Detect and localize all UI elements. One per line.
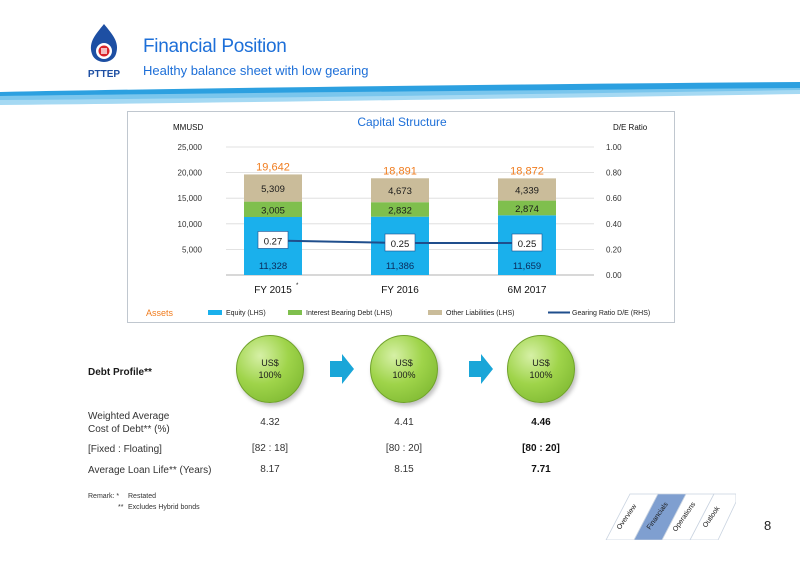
cost-of-debt-value: 4.41 xyxy=(394,417,414,428)
loan-life-value: 7.71 xyxy=(531,464,551,475)
legend-label: Other Liabilities (LHS) xyxy=(446,310,514,317)
bar-value-label: 11,386 xyxy=(386,261,414,272)
bar-segment xyxy=(244,174,302,202)
bar-total-label: 18,891 xyxy=(383,165,417,177)
legend-swatch xyxy=(208,310,222,315)
chart-canvas: MMUSD D/E Ratio 25,000 20,000 15,000 10,000 5,… xyxy=(146,123,650,318)
y-axis-unit-label: MMUSD xyxy=(173,123,203,132)
y2-tick-label: 0.20 xyxy=(606,245,622,254)
bar-value-label: 3,005 xyxy=(261,205,285,216)
remark-restated: Restated xyxy=(128,493,157,500)
circle-currency: US$ xyxy=(261,358,279,368)
gearing-ratio-label: 0.25 xyxy=(391,239,410,250)
remark-hybrid: Excludes Hybrid bonds xyxy=(128,504,200,511)
gearing-ratio-box xyxy=(257,231,289,249)
circle-currency: US$ xyxy=(395,358,413,368)
section-nav: Overview Financials Operations Outlook xyxy=(605,493,736,540)
x-tick-label: 6M 2017 xyxy=(508,285,547,296)
y2-tick-label: 0.80 xyxy=(606,169,622,178)
legend-swatch xyxy=(288,310,302,315)
nav-tab-overview[interactable]: Overview xyxy=(605,493,659,540)
bar-segment xyxy=(371,178,429,203)
debt-circle-2: US$ 100% xyxy=(370,335,438,403)
debt-circle-1: US$ 100% xyxy=(236,335,304,403)
cost-of-debt-value: 4.46 xyxy=(531,417,551,428)
capital-structure-chart: Capital Structure MMUSD D/E Ratio 25,000 20… xyxy=(127,111,675,323)
y-tick-label: 20,000 xyxy=(178,169,203,178)
brand-text: PTTEP xyxy=(88,69,121,80)
legend-label: Gearing Ratio D/E (RHS) xyxy=(572,310,650,317)
y2-tick-label: 0.00 xyxy=(606,271,622,280)
loan-life-value: 8.15 xyxy=(394,464,414,475)
bar-value-label: 4,673 xyxy=(388,186,412,197)
gearing-ratio-box xyxy=(511,233,543,252)
x-tick-label: FY 2016 xyxy=(381,285,419,296)
y2-tick-label: 0.60 xyxy=(606,194,622,203)
nav-tab-outlook[interactable]: Outlook xyxy=(689,493,736,540)
legend-label: Equity (LHS) xyxy=(226,310,266,317)
remark-mark: ** xyxy=(118,504,124,511)
remark-lead: Remark: * xyxy=(88,493,120,500)
y-tick-label: 5,000 xyxy=(182,245,203,254)
pttep-logo: PTTEP xyxy=(88,24,121,80)
page-subtitle: Healthy balance sheet with low gearing xyxy=(143,63,369,78)
y-tick-label: 15,000 xyxy=(178,194,203,203)
bar-segment xyxy=(498,178,556,201)
x-tick-footnote-mark: * xyxy=(296,283,299,289)
fixed-floating-value: [80 : 20] xyxy=(385,443,423,454)
legend-lead-label: Assets xyxy=(146,308,174,318)
bar-value-label: 2,874 xyxy=(515,204,539,215)
bar-value-label: 2,832 xyxy=(388,205,412,216)
legend-label: Interest Bearing Debt (LHS) xyxy=(306,310,392,317)
bar-total-label: 18,872 xyxy=(510,165,544,177)
legend-swatch xyxy=(428,310,442,315)
debt-profile-label: Debt Profile** xyxy=(88,367,152,378)
debt-circle-3: US$ 100% xyxy=(507,335,575,403)
y-tick-label: 25,000 xyxy=(178,143,203,152)
row-label-cost-of-debt: Weighted Average Cost of Debt** (%) xyxy=(88,411,170,435)
row-label-loan-life: Average Loan Life** (Years) xyxy=(88,465,212,476)
y2-tick-label: 0.40 xyxy=(606,220,622,229)
arrow-right-icon xyxy=(469,354,493,384)
x-tick-label: FY 2015 xyxy=(254,285,292,296)
page-title: Financial Position xyxy=(143,36,287,57)
gearing-ratio-label: 0.25 xyxy=(518,239,537,250)
gearing-ratio-box xyxy=(384,233,416,252)
circle-currency: US$ xyxy=(532,358,550,368)
circle-percent: 100% xyxy=(529,370,553,380)
cost-of-debt-value: 4.32 xyxy=(260,417,280,428)
row-label-fixed-floating: [Fixed : Floating] xyxy=(88,444,162,455)
y2-axis-unit-label: D/E Ratio xyxy=(613,123,648,132)
gearing-ratio-label: 0.27 xyxy=(264,236,283,247)
y2-tick-label: 1.00 xyxy=(606,143,622,152)
bar-value-label: 11,328 xyxy=(259,261,287,272)
chart-title: Capital Structure xyxy=(357,115,447,129)
bar-value-label: 5,309 xyxy=(261,184,285,195)
bar-value-label: 11,659 xyxy=(513,261,541,272)
fixed-floating-value: [80 : 20] xyxy=(522,443,560,454)
y-tick-label: 10,000 xyxy=(178,220,203,229)
circle-percent: 100% xyxy=(258,370,282,380)
fixed-floating-value: [82 : 18] xyxy=(251,443,289,454)
bar-total-label: 19,642 xyxy=(256,161,290,173)
header-swoosh xyxy=(0,82,800,105)
loan-life-value: 8.17 xyxy=(260,464,280,475)
circle-percent: 100% xyxy=(392,370,416,380)
page-number: 8 xyxy=(764,518,772,533)
bar-segment xyxy=(371,202,429,217)
bar-value-label: 4,339 xyxy=(515,185,539,196)
arrow-right-icon xyxy=(330,354,354,384)
bar-segment xyxy=(498,200,556,216)
bar-segment xyxy=(244,201,302,218)
